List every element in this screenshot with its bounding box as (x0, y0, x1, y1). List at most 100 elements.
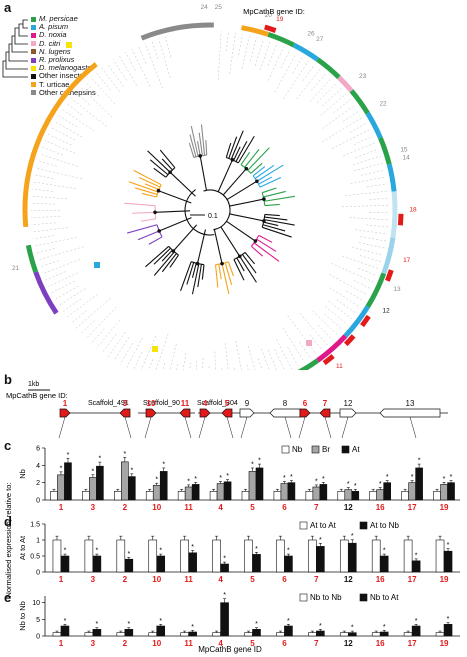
clade-marker-square (94, 262, 100, 268)
bar (401, 491, 409, 501)
chart-legend-label: At to Nb (370, 521, 399, 530)
clade-marker-square (306, 340, 312, 346)
bar (156, 625, 166, 637)
legend-swatch (31, 16, 36, 22)
gene-id-label: 13 (406, 399, 415, 408)
significance-star: * (123, 451, 126, 458)
category-label: 1 (59, 639, 64, 648)
y-tick-label: 0 (36, 634, 40, 641)
tree-gene-label: 25 (215, 4, 223, 11)
significance-star: * (450, 474, 453, 481)
legend-swatch (31, 73, 36, 79)
category-label: 11 (184, 503, 193, 512)
annotation-ring-arc (343, 305, 370, 338)
scaffold-label: Scaffold_491 (88, 400, 129, 407)
phylogenetic-tree: 2425201926272322151418171312111098654321… (12, 4, 417, 370)
bootstrap-node (255, 179, 259, 184)
gene-arrow (319, 408, 331, 418)
category-label: 4 (218, 575, 223, 584)
bar (180, 539, 189, 573)
y-tick-label: 0.5 (30, 554, 40, 561)
legend-label: N. lugens (39, 46, 71, 56)
legend-label: D. noxia (39, 30, 67, 40)
y-tick-label: 2 (36, 480, 40, 487)
category-label: 5 (250, 639, 255, 648)
bootstrap-node (153, 210, 157, 215)
red-gene-marker (385, 269, 394, 282)
category-label: 12 (344, 639, 353, 648)
category-label: 11 (184, 575, 193, 584)
species-legend: M. persicae A. pisum D. noxia D. citri N. lu… (2, 14, 96, 97)
bar (244, 539, 253, 573)
legend-label: M. persicae (39, 14, 78, 23)
category-label: 16 (376, 575, 385, 584)
significance-star: * (354, 483, 357, 490)
y-tick-label: 1 (36, 538, 40, 545)
bar (92, 629, 102, 637)
clade-marker-square (152, 346, 158, 352)
bar (128, 476, 136, 501)
tree-gene-label: 19 (276, 16, 284, 23)
bar (191, 484, 200, 501)
tree-gene-label: 13 (393, 286, 401, 293)
annotation-ring-arc (316, 334, 348, 363)
bar-chart-c: 0 2 4 6 Nb * * 1 * * 3 * * 2 * * 10 * * 11 * * 4 * * 5 * * 6 * * 7 * * 12 *… (18, 445, 460, 512)
bootstrap-node (156, 188, 161, 193)
red-gene-marker (397, 213, 404, 226)
bar (411, 625, 421, 637)
legend-label: A. pisum (39, 22, 69, 32)
panel-label-e: e (4, 590, 12, 605)
bar (284, 625, 293, 637)
bar (287, 482, 296, 501)
y-axis-label: At to At (18, 535, 27, 560)
bar (443, 624, 453, 637)
bootstrap-node (198, 154, 202, 158)
bootstrap-node (262, 219, 266, 223)
bar (255, 467, 264, 501)
bar (276, 539, 285, 573)
legend-swatch (31, 24, 36, 30)
significance-star: * (415, 618, 418, 625)
bar (347, 542, 357, 573)
bar (124, 629, 134, 637)
category-label: 2 (123, 503, 128, 512)
gene-arrow (221, 408, 233, 418)
annotation-ring-arc (22, 62, 98, 228)
chart-legend-swatch (359, 593, 368, 602)
bar (212, 539, 221, 573)
tree-gene-label: 21 (12, 265, 20, 272)
significance-star: * (162, 461, 165, 468)
tree-branches (124, 124, 295, 295)
bar (96, 465, 104, 501)
significance-star: * (255, 546, 258, 553)
panel-label-c: c (4, 438, 12, 453)
legend-swatch (31, 90, 36, 96)
bar (435, 539, 445, 573)
gene-scale-label: 1kb (28, 381, 39, 388)
significance-star: * (67, 452, 70, 459)
bar (316, 630, 325, 637)
gene-arrow (145, 408, 157, 418)
tree-scale-label: 0.1 (208, 213, 218, 220)
bar-chart-d: 00.511.5At to At *1*3*2*10*11*4*5*6*7*12*… (18, 521, 460, 584)
bar (337, 491, 346, 501)
chart-legend-label: At (352, 445, 360, 454)
bar (344, 489, 353, 501)
significance-star: * (319, 623, 322, 630)
legend-cladogram (2, 19, 28, 78)
category-label: 1 (59, 575, 64, 584)
gene-id-label: 9 (245, 399, 250, 408)
bar (92, 555, 102, 573)
y-tick-label: 6 (36, 446, 40, 453)
significance-star: * (411, 474, 414, 481)
panel-label-a: a (4, 0, 12, 15)
y-tick-label: 4 (36, 463, 40, 470)
bar (180, 632, 189, 637)
panel-label-b: b (4, 372, 12, 387)
bootstrap-node (230, 157, 235, 162)
annotation-ring-arc (386, 163, 397, 192)
legend-label: Other insects (39, 71, 84, 81)
legend-label: T. urticae (39, 79, 70, 89)
bar (339, 632, 349, 637)
category-label: 19 (440, 639, 449, 648)
